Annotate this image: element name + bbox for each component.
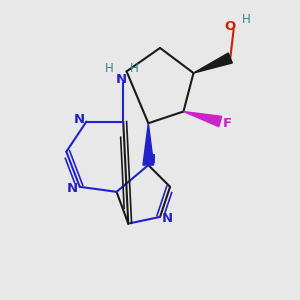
Text: H: H [130, 61, 138, 74]
Text: F: F [222, 117, 232, 130]
Text: N: N [162, 212, 173, 225]
Text: N: N [67, 182, 78, 195]
Text: H: H [242, 13, 251, 26]
Text: O: O [225, 20, 236, 33]
Polygon shape [184, 112, 222, 127]
Text: N: N [116, 73, 127, 86]
Text: N: N [74, 113, 85, 126]
Text: H: H [105, 61, 114, 74]
Polygon shape [194, 53, 232, 73]
Polygon shape [143, 123, 154, 165]
Text: N: N [144, 152, 156, 166]
